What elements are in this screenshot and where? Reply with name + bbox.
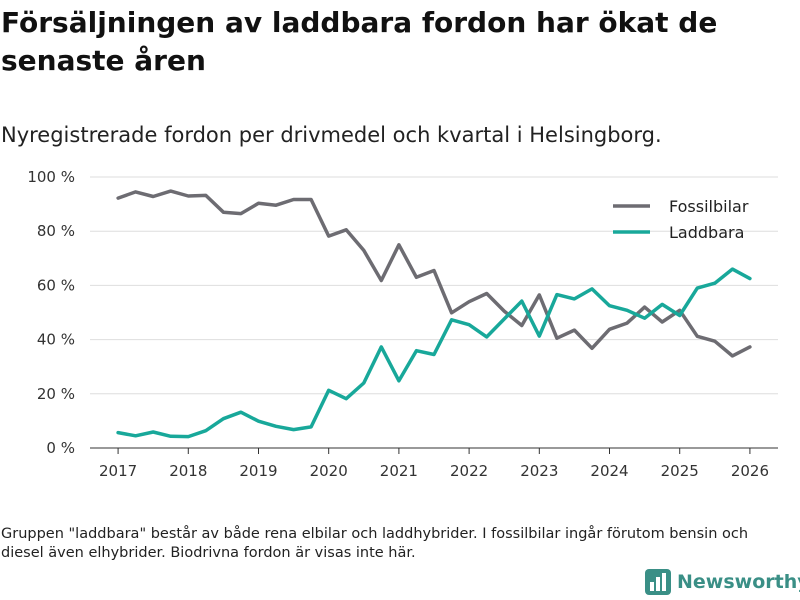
x-tick-label: 2021 — [380, 462, 418, 480]
x-tick-label: 2023 — [520, 462, 558, 480]
line-chart: 0 % 20 % 40 % 60 % 80 % 100 % 2017 2018 2019 202… — [27, 168, 778, 480]
x-tick-label: 2024 — [590, 462, 628, 480]
chart-subtitle: Nyregistrerade fordon per drivmedel och … — [1, 123, 662, 147]
y-axis: 0 % 20 % 40 % 60 % 80 % 100 % — [27, 168, 75, 457]
legend-label: Laddbara — [669, 223, 744, 242]
y-tick-label: 80 % — [37, 222, 75, 240]
x-tick-label: 2018 — [169, 462, 207, 480]
y-tick-label: 0 % — [46, 439, 75, 457]
legend: Fossilbilar Laddbara — [613, 197, 749, 242]
series-line-laddbara — [116, 267, 752, 439]
x-axis: 2017 2018 2019 2020 2021 2022 2023 2024 2025 2026 — [99, 448, 769, 480]
x-tick-label: 2022 — [450, 462, 488, 480]
y-tick-label: 40 % — [37, 331, 75, 349]
series-lines — [116, 189, 752, 439]
x-tick-label: 2026 — [731, 462, 769, 480]
y-tick-label: 100 % — [27, 168, 75, 186]
footnote: Gruppen "laddbara" består av både rena e… — [1, 526, 749, 561]
y-tick-label: 20 % — [37, 385, 75, 403]
x-tick-label: 2017 — [99, 462, 137, 480]
legend-label: Fossilbilar — [669, 197, 749, 216]
series-line-fossilbilar — [116, 189, 752, 358]
grid-lines — [90, 176, 778, 449]
x-tick-label: 2025 — [661, 462, 699, 480]
x-tick-label: 2020 — [310, 462, 348, 480]
newsworthy-logo: Newsworthy — [645, 569, 800, 595]
y-tick-label: 60 % — [37, 276, 75, 294]
chart-title: Försäljningen av laddbara fordon har öka… — [1, 6, 718, 77]
bar-chart-icon — [645, 569, 671, 595]
logo-text: Newsworthy — [677, 571, 800, 593]
x-tick-label: 2019 — [239, 462, 277, 480]
